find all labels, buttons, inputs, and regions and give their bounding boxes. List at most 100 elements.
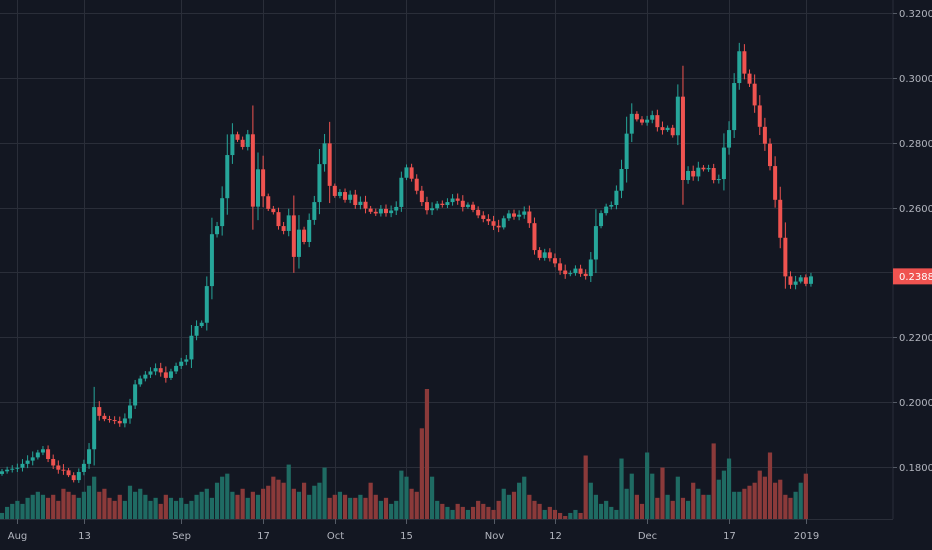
candle[interactable] <box>117 416 122 427</box>
candle[interactable] <box>76 468 81 483</box>
candle[interactable] <box>440 200 445 208</box>
candle[interactable] <box>122 413 127 428</box>
candle[interactable] <box>445 198 450 209</box>
candle[interactable] <box>102 413 107 422</box>
candle[interactable] <box>778 186 783 249</box>
candle[interactable] <box>312 195 317 225</box>
candle[interactable] <box>517 210 522 221</box>
candle[interactable] <box>481 211 486 223</box>
candle[interactable] <box>286 208 291 237</box>
candle[interactable] <box>128 398 132 424</box>
candle[interactable] <box>527 205 532 228</box>
candle[interactable] <box>30 451 35 466</box>
candle[interactable] <box>803 274 808 287</box>
candle[interactable] <box>419 185 424 206</box>
candle[interactable] <box>629 103 634 143</box>
candle[interactable] <box>486 214 491 226</box>
candle[interactable] <box>547 248 552 262</box>
candle[interactable] <box>245 129 250 151</box>
candle[interactable] <box>747 69 752 87</box>
candle[interactable] <box>430 202 435 215</box>
candle[interactable] <box>552 253 557 268</box>
candle[interactable] <box>332 183 337 198</box>
candle[interactable] <box>215 221 220 238</box>
price-candles[interactable] <box>0 42 813 483</box>
time-axis[interactable]: Aug 13 Sep 17 Oct 15 Nov 12 Dec 17 2019 <box>8 519 819 542</box>
candle[interactable] <box>71 472 76 483</box>
candle[interactable] <box>768 138 772 171</box>
candle[interactable] <box>532 217 537 255</box>
candle[interactable] <box>358 196 363 210</box>
candle[interactable] <box>25 455 30 469</box>
candle[interactable] <box>322 133 327 172</box>
candle[interactable] <box>363 195 368 214</box>
candle[interactable] <box>665 125 670 132</box>
candle[interactable] <box>220 186 225 236</box>
candle[interactable] <box>92 386 97 466</box>
candle[interactable] <box>501 215 506 230</box>
candle[interactable] <box>732 73 737 138</box>
candle[interactable] <box>655 109 660 132</box>
candle[interactable] <box>296 215 301 269</box>
candle[interactable] <box>327 121 332 204</box>
candle[interactable] <box>337 189 342 199</box>
candle[interactable] <box>619 159 624 199</box>
candle[interactable] <box>266 193 271 212</box>
candle[interactable] <box>757 95 762 136</box>
candle[interactable] <box>706 164 711 172</box>
candle[interactable] <box>783 222 788 289</box>
candle[interactable] <box>660 121 665 135</box>
candle[interactable] <box>199 320 204 328</box>
candle[interactable] <box>317 149 322 215</box>
candle[interactable] <box>240 136 245 150</box>
candle[interactable] <box>808 272 813 287</box>
candle[interactable] <box>261 155 266 208</box>
candle[interactable] <box>51 454 56 470</box>
candle[interactable] <box>368 205 373 214</box>
candle[interactable] <box>793 275 798 290</box>
candle[interactable] <box>680 65 685 205</box>
candle[interactable] <box>691 165 696 181</box>
candle[interactable] <box>209 217 214 300</box>
candle[interactable] <box>506 210 511 221</box>
candle[interactable] <box>409 163 414 182</box>
candle[interactable] <box>174 362 179 374</box>
candle[interactable] <box>194 320 199 341</box>
candle[interactable] <box>512 209 516 220</box>
candle[interactable] <box>378 205 383 217</box>
candle[interactable] <box>476 206 481 219</box>
candle[interactable] <box>302 226 307 245</box>
candle[interactable] <box>81 459 86 476</box>
candle[interactable] <box>404 164 409 181</box>
candle[interactable] <box>578 264 583 277</box>
candle[interactable] <box>143 371 148 382</box>
candle[interactable] <box>593 209 598 274</box>
candle[interactable] <box>353 189 358 209</box>
candle[interactable] <box>168 368 173 380</box>
candle[interactable] <box>399 171 404 212</box>
candle[interactable] <box>153 363 158 376</box>
candle[interactable] <box>163 366 168 383</box>
candle[interactable] <box>537 247 542 261</box>
candle[interactable] <box>10 465 15 473</box>
candle[interactable] <box>542 248 547 261</box>
candle[interactable] <box>107 415 112 423</box>
candle[interactable] <box>742 44 747 80</box>
candle[interactable] <box>343 188 348 203</box>
candle[interactable] <box>281 221 286 235</box>
candle[interactable] <box>394 201 399 216</box>
candle[interactable] <box>15 463 20 473</box>
candle[interactable] <box>66 468 71 478</box>
candle[interactable] <box>87 443 92 469</box>
candle[interactable] <box>291 195 296 273</box>
candle[interactable] <box>148 367 153 378</box>
candle[interactable] <box>235 131 240 142</box>
candle[interactable] <box>189 325 194 368</box>
candle[interactable] <box>389 205 394 218</box>
candle[interactable] <box>471 201 476 213</box>
candle[interactable] <box>563 264 568 279</box>
candle[interactable] <box>737 42 742 90</box>
candle[interactable] <box>35 449 40 460</box>
candle[interactable] <box>435 201 440 211</box>
